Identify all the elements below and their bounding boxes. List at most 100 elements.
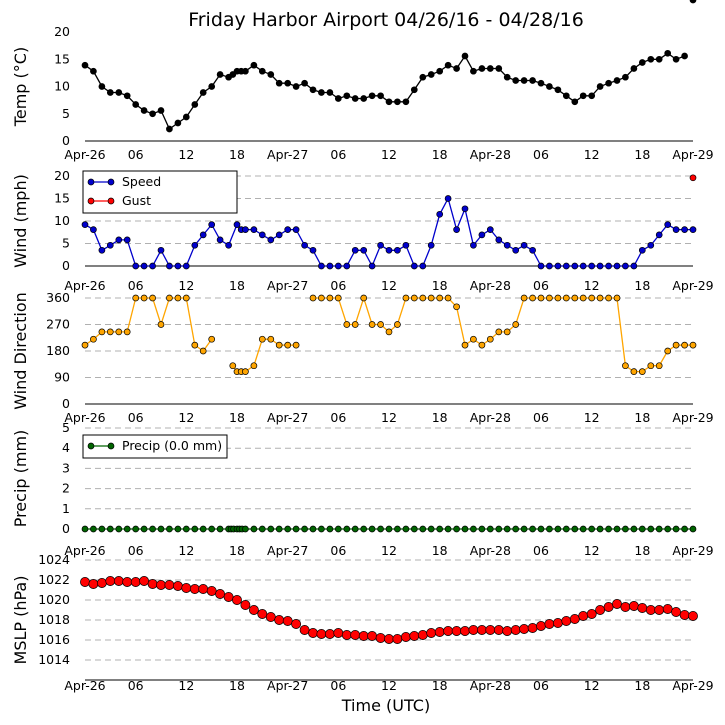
precip-data-point (242, 525, 249, 533)
temp-data-point (394, 98, 401, 106)
wind-data-point (267, 236, 275, 244)
precip-data-point (174, 525, 182, 533)
dir-data-point (343, 321, 351, 328)
temp-data-point (571, 98, 579, 106)
precip-data-point (571, 525, 579, 533)
precip-data-point (360, 525, 368, 533)
wind-data-point (622, 262, 629, 270)
dir-data-point (571, 294, 579, 302)
temp-x-tick-label: 18 (229, 147, 245, 162)
wind-data-point (275, 231, 283, 239)
mslp-data-point (679, 610, 690, 620)
mslp-data-point (88, 579, 99, 589)
precip-data-point (655, 525, 663, 533)
temp-data-point (250, 61, 258, 69)
precip-x-tick-label: Apr-29 (672, 543, 713, 558)
temp-data-point (630, 65, 638, 72)
precip-legend-box (82, 434, 228, 459)
dir-data-point (638, 368, 646, 375)
dir-data-point (385, 328, 393, 336)
wind-data-point (546, 262, 553, 270)
temp-data-point (588, 92, 596, 100)
mslp-data-point (417, 630, 428, 640)
wind-data-point (689, 226, 697, 233)
mslp-data-point (282, 616, 293, 626)
wind-data-point (309, 246, 317, 254)
mslp-data-point (392, 634, 403, 644)
wind-x-tick-label: Apr-29 (672, 278, 713, 293)
temp-data-point (343, 92, 351, 100)
dir-data-point (115, 328, 123, 336)
temp-data-point (258, 67, 266, 75)
mslp-data-point (409, 631, 420, 641)
wind-data-point (605, 262, 612, 270)
dir-panel: 0 90 180 270 360 Apr-26 06 12 18 Apr-27 06 12 18 Apr-… (11, 290, 714, 425)
precip-data-point (182, 525, 190, 533)
temp-data-point (647, 55, 655, 63)
mslp-panel: 1014 1016 1018 1020 1022 1024 Apr-26 06 12 18 Apr-… (11, 552, 714, 693)
mslp-data-point (308, 628, 318, 638)
dir-data-point (377, 321, 384, 328)
wind-legend-marker (107, 197, 115, 205)
mslp-data-point (232, 595, 242, 605)
precip-x-tick-label: 06 (330, 543, 346, 558)
mslp-data-point (265, 612, 276, 622)
wind-data-point (427, 241, 435, 249)
mslp-data-point (476, 625, 487, 635)
temp-data-point (157, 107, 165, 114)
wind-data-point (664, 221, 672, 228)
wind-data-point (647, 241, 655, 249)
mslp-data-point (375, 633, 386, 643)
wind-legend-marker (87, 197, 95, 205)
temp-data-point (529, 77, 536, 84)
mslp-data-point (468, 625, 479, 635)
temp-data-point (453, 65, 460, 72)
dir-data-point (588, 294, 596, 302)
precip-data-point (427, 525, 435, 533)
dir-data-point (191, 341, 199, 349)
wind-data-point (613, 262, 621, 270)
mslp-x-tick-label: Apr-27 (267, 678, 308, 693)
wind-data-point (292, 226, 300, 233)
wind-data-point (588, 262, 596, 270)
wind-data-point (284, 226, 292, 233)
precip-data-point (495, 525, 503, 533)
precip-data-point (284, 525, 292, 533)
temp-data-point (166, 125, 173, 133)
dir-data-point (453, 303, 460, 311)
precip-x-tick-label: 06 (128, 543, 144, 558)
temp-data-point (596, 83, 604, 90)
temp-data-point (470, 67, 477, 75)
temp-data-point (503, 73, 511, 81)
dir-data-point (681, 341, 688, 349)
wind-x-tick-label: Apr-27 (267, 278, 308, 293)
wind-legend-marker (87, 178, 95, 186)
precip-x-tick-label: 12 (381, 543, 397, 558)
temp-x-tick-label: 06 (128, 147, 144, 162)
dir-data-point (664, 347, 672, 355)
precip-data-point (461, 525, 469, 533)
temp-data-point (478, 65, 486, 72)
dir-data-point (630, 368, 638, 375)
dir-data-point (419, 294, 427, 302)
precip-data-point (638, 525, 646, 533)
precip-data-point (166, 525, 173, 533)
dir-data-point (326, 294, 334, 302)
temp-data-point (140, 107, 148, 114)
wind-y-tick-label: 15 (54, 191, 70, 206)
precip-data-point (596, 525, 604, 533)
wind-data-point (90, 226, 97, 233)
dir-data-point (394, 321, 401, 328)
mslp-data-point (130, 577, 141, 587)
dir-y-tick-label: 180 (46, 343, 70, 358)
wind-data-point (478, 231, 486, 239)
mslp-y-tick-label: 1020 (38, 592, 70, 607)
wind-data-point (537, 262, 545, 270)
precip-data-point (588, 525, 596, 533)
wind-legend-label: Gust (122, 193, 151, 208)
dir-data-point (90, 335, 97, 343)
temp-x-tick-label: Apr-27 (267, 147, 308, 162)
wind-data-point (242, 226, 249, 233)
wind-data-point (368, 262, 376, 270)
temp-data-point (427, 71, 435, 78)
